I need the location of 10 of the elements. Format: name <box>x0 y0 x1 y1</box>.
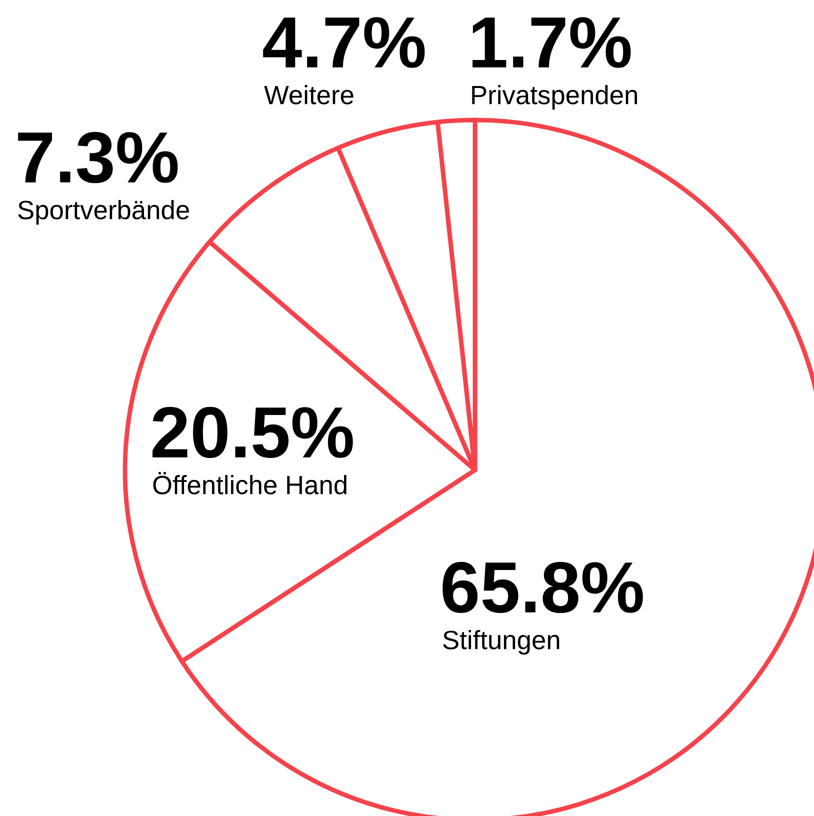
data-label: 7.3% <box>18 132 178 184</box>
data-label: 1.7% <box>472 17 631 68</box>
data-label: 65.8% <box>442 562 643 614</box>
data-label: 4.7% <box>263 17 425 68</box>
slice-label: Öffentliche Hand <box>153 472 346 494</box>
data-label: 20.5% <box>152 406 353 458</box>
slice-label: Weitere <box>264 85 354 104</box>
slice-label: Privatspenden <box>472 85 637 110</box>
slice-label: Stiftungen <box>443 630 560 655</box>
slice-label: Sportverbände <box>18 200 189 225</box>
